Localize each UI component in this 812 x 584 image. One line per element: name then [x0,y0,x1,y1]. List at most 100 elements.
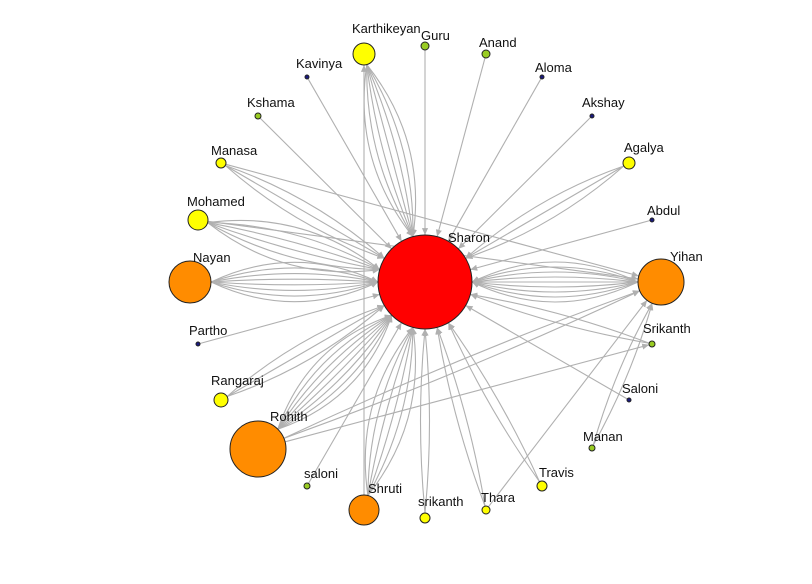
edge-shruti-to-sharon [367,327,414,496]
edge-agalya-to-sharon [465,165,625,259]
edge-rohith-to-sharon [277,314,393,430]
edges-layer [199,49,654,514]
edge-travis-to-sharon [447,322,541,482]
edge-shruti-to-sharon [367,327,416,496]
node-yihan[interactable] [637,258,685,306]
node-kshama[interactable] [254,112,262,120]
edge-yihan-to-sharon [471,276,639,285]
edge-yihan-to-sharon [471,261,639,283]
edge-partho-to-sharon [199,293,380,345]
node-label-aloma: Aloma [535,60,573,75]
node-saloni[interactable] [303,482,311,490]
edge-abdul-to-sharon [470,219,651,271]
edge-nayan-to-sharon [210,279,379,286]
node-saloni[interactable] [626,397,632,403]
node-label-manan: Manan [583,429,623,444]
node-label-shruti: Shruti [368,481,402,496]
node-akshay[interactable] [589,113,595,119]
node-label-karthikeyan: Karthikeyan [352,21,421,36]
edge-kavinya-to-sharon [307,78,403,242]
node-label-srikanth: srikanth [418,494,464,509]
node-label-abdul: Abdul [647,203,680,218]
edge-karthikeyan-to-sharon [366,64,417,237]
edge-rohith-to-srikanth [284,343,650,443]
node-label-saloni: Saloni [622,381,658,396]
node-shruti[interactable] [348,494,380,526]
node-label-kavinya: Kavinya [296,56,343,71]
edge-srikanth-to-sharon [470,292,650,344]
edge-rohith-to-sharon [277,314,393,430]
edge-srikanth-to-sharon [470,293,650,344]
node-manasa[interactable] [215,157,227,169]
edge-yihan-to-sharon [471,281,639,303]
node-rohith[interactable] [229,420,287,478]
node-agalya[interactable] [622,156,636,170]
edge-srikanth-to-sharon [419,328,428,514]
node-kavinya[interactable] [304,74,310,80]
node-sharon[interactable] [377,234,473,330]
edge-rohith-to-sharon [277,314,393,430]
edge-rohith-to-yihan [283,290,641,439]
node-label-rangaraj: Rangaraj [211,373,264,388]
node-thara[interactable] [481,505,491,515]
edge-nayan-to-sharon [210,261,379,283]
edge-thara-to-sharon [436,327,486,507]
node-label-anand: Anand [479,35,517,50]
edge-karthikeyan-to-sharon [363,64,414,237]
edge-akshay-to-sharon [457,117,591,250]
node-label-manasa: Manasa [211,143,258,158]
edge-karthikeyan-to-sharon [366,64,416,237]
node-label-kshama: Kshama [247,95,295,110]
edge-rohith-to-sharon [277,314,393,430]
edge-rohith-to-yihan [283,290,640,439]
edge-nayan-to-sharon [210,278,379,285]
edge-agalya-to-sharon [465,165,624,259]
node-karthikeyan[interactable] [352,42,376,66]
edge-rangaraj-to-sharon [226,305,385,398]
node-label-akshay: Akshay [582,95,625,110]
edge-thara-to-sharon [435,327,486,507]
edge-nayan-to-sharon [210,267,379,283]
node-label-srikanth: Srikanth [643,321,691,336]
edge-mohamed-to-sharon [207,219,381,271]
nodes-layer [168,41,685,526]
labels-layer: Sharon Karthikeyan Guru Anand Aloma Akshay Aga… [187,21,703,509]
node-manan[interactable] [588,444,596,452]
node-srikanth[interactable] [419,512,431,524]
node-travis[interactable] [536,480,548,492]
edge-yihan-to-sharon [471,281,639,298]
edge-srikanth-to-sharon [422,328,431,514]
node-abdul[interactable] [649,217,655,223]
edge-karthikeyan-to-sharon [366,64,414,237]
node-guru[interactable] [420,41,430,51]
edge-shruti-to-sharon [367,327,417,496]
node-label-nayan: Nayan [193,250,231,265]
edge-karthikeyan-to-sharon [366,64,415,237]
edge-rohith-to-sharon [277,314,392,430]
edge-nayan-to-sharon [210,281,379,303]
edge-saloni-to-sharon [465,305,628,400]
edge-thara-to-yihan [487,299,648,508]
node-label-partho: Partho [189,323,227,338]
node-partho[interactable] [195,341,201,347]
edge-agalya-to-sharon [465,165,625,259]
node-srikanth[interactable] [648,340,656,348]
edge-rohith-to-sharon [277,314,393,430]
edge-saloni-to-sharon [308,322,402,484]
node-label-travis: Travis [539,465,574,480]
edge-manasa-to-sharon [224,165,385,259]
edge-rangaraj-to-sharon [226,304,385,397]
edge-karthikeyan-to-sharon [366,64,414,237]
edge-anand-to-sharon [435,57,486,237]
edge-nayan-to-sharon [210,280,379,291]
node-rangaraj[interactable] [213,392,229,408]
node-mohamed[interactable] [187,209,209,231]
edge-travis-to-sharon [447,322,540,483]
node-aloma[interactable] [539,74,545,80]
node-label-agalya: Agalya [624,140,665,155]
node-nayan[interactable] [168,260,212,304]
edge-manan-to-yihan [592,302,653,446]
edge-rangaraj-to-sharon [226,305,385,397]
edge-manasa-to-sharon [225,164,385,259]
node-anand[interactable] [481,49,491,59]
